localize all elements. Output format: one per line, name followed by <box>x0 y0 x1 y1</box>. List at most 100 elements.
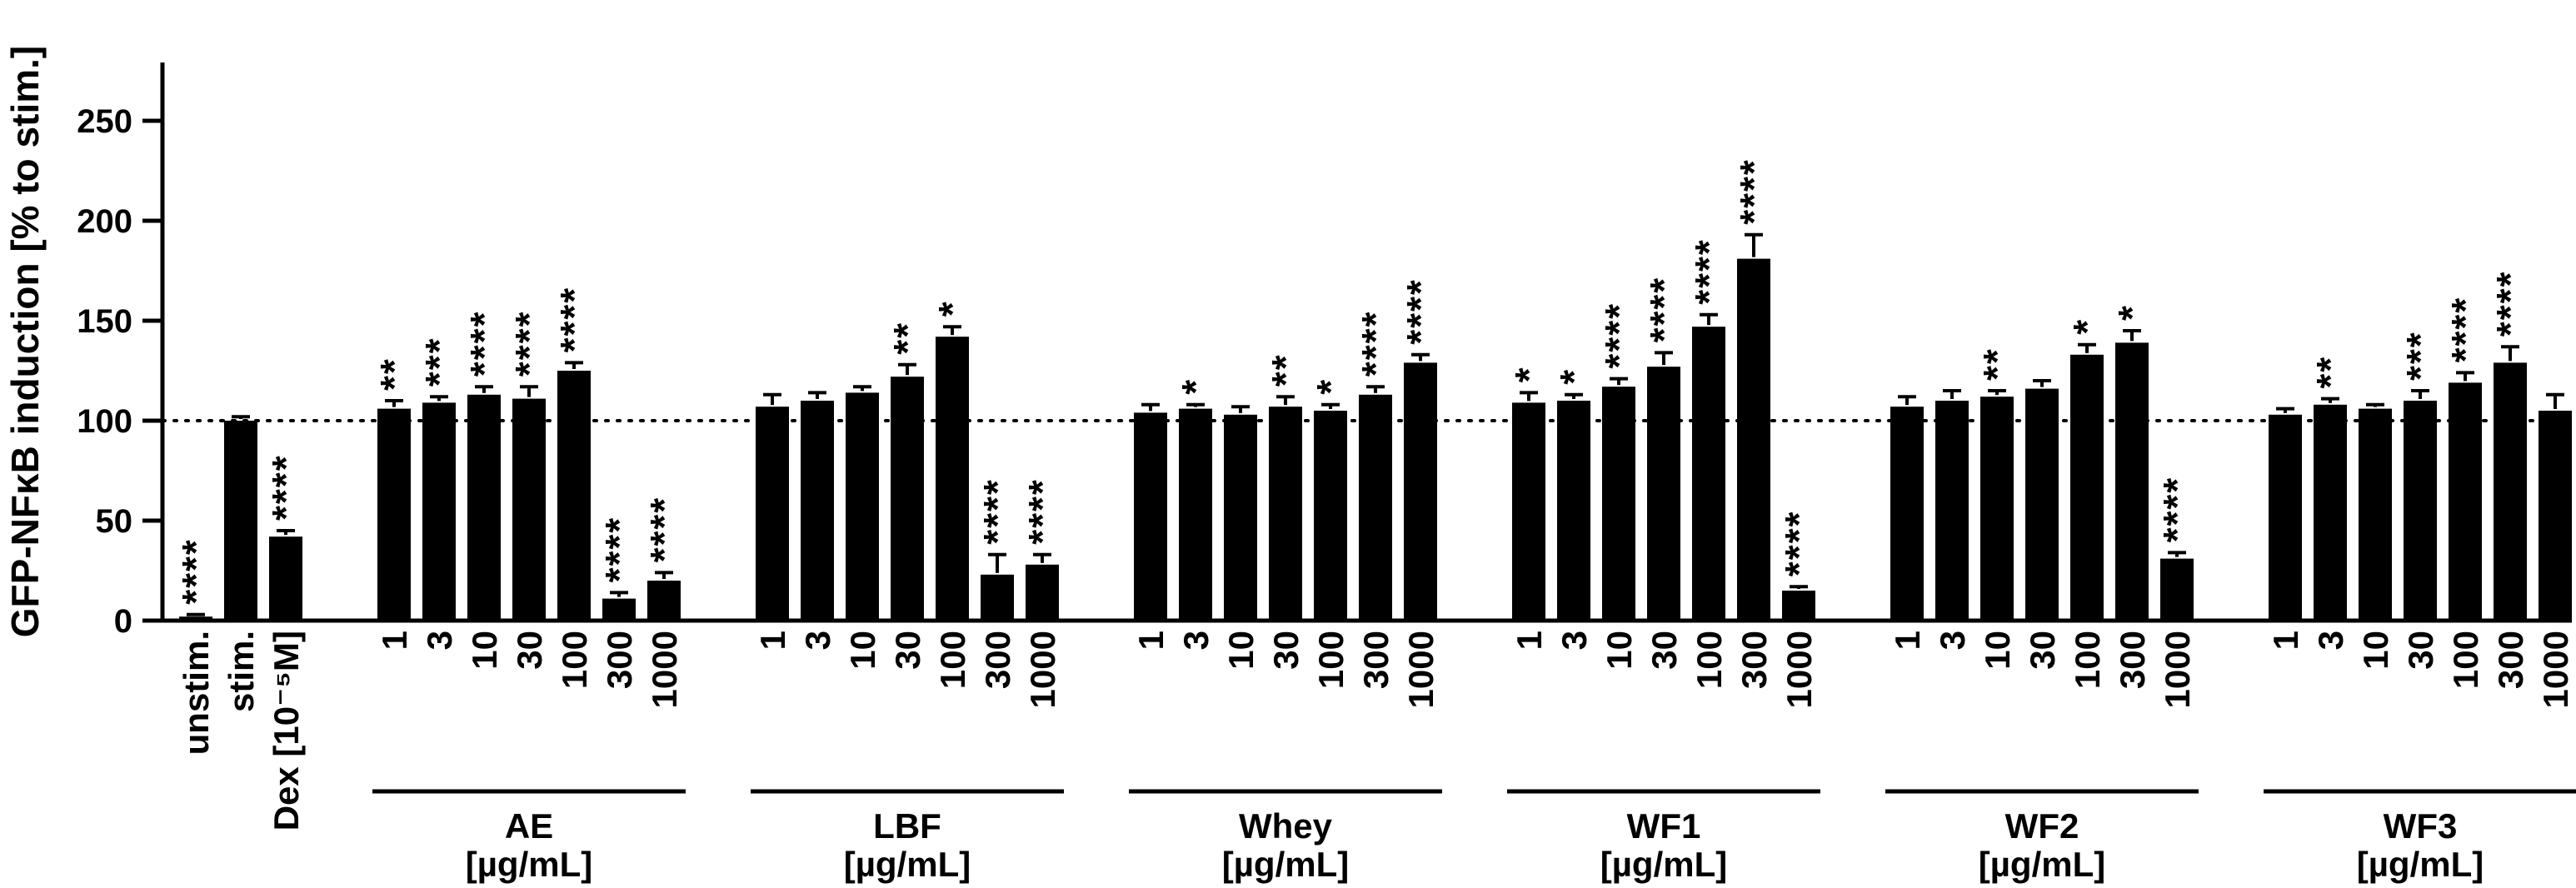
bar-WF1-300 <box>1737 258 1770 621</box>
x-tick-label: 1 <box>1888 631 1927 650</box>
bar-WF2-100 <box>2070 354 2104 621</box>
bar-controls-unstim <box>179 616 212 621</box>
significance-stars: * <box>2110 304 2154 321</box>
group-unit-label: [µg/mL] <box>1979 845 2106 884</box>
x-tick-label: 1 <box>375 631 414 650</box>
bar-Whey-3 <box>1179 408 1212 621</box>
bar-WF1-10 <box>1602 387 1635 621</box>
bar-Whey-1 <box>1134 412 1167 621</box>
group-unit-label: [µg/mL] <box>844 845 971 884</box>
significance-stars: *** <box>417 337 461 387</box>
bar-AE-30 <box>512 398 546 621</box>
significance-stars: **** <box>642 496 686 563</box>
x-tick-label: 1000 <box>1780 631 1819 708</box>
bar-AE-1 <box>377 408 411 621</box>
x-tick-label: 3 <box>1555 631 1594 650</box>
x-tick-label: 10 <box>1221 631 1261 670</box>
x-tick-label: 100 <box>933 631 972 689</box>
significance-stars: * <box>1309 378 1352 395</box>
bar-WF1-30 <box>1647 367 1680 621</box>
bar-LBF-3 <box>801 401 834 621</box>
bar-LBF-300 <box>981 574 1014 621</box>
group-unit-label: [µg/mL] <box>466 845 593 884</box>
bar-WF1-1 <box>1512 402 1545 621</box>
significance-stars: **** <box>1021 478 1064 545</box>
significance-stars: **** <box>1354 311 1397 377</box>
x-tick-label: 30 <box>2023 631 2062 670</box>
significance-stars: **** <box>2444 297 2487 363</box>
significance-stars: ** <box>1975 347 2019 381</box>
y-tick-label: 200 <box>77 203 132 240</box>
group-unit-label: [µg/mL] <box>1600 845 1728 884</box>
bar-controls-Dex10M <box>269 536 302 621</box>
x-tick-label: 1 <box>1131 631 1171 650</box>
y-tick-label: 0 <box>114 603 132 640</box>
significance-stars: **** <box>597 516 641 583</box>
x-tick-label: 300 <box>1735 631 1774 689</box>
significance-stars: **** <box>174 538 217 605</box>
bar-WF1-100 <box>1692 327 1725 621</box>
bar-WF2-1000 <box>2160 558 2194 621</box>
x-tick-label: 3 <box>420 631 459 650</box>
bar-WF3-100 <box>2449 382 2482 621</box>
significance-stars: **** <box>264 454 307 521</box>
x-tick-label: 10 <box>465 631 504 670</box>
bar-Whey-10 <box>1224 414 1257 621</box>
significance-stars: **** <box>976 478 1019 545</box>
bar-AE-10 <box>467 394 501 621</box>
x-tick-label: 3 <box>2311 631 2350 650</box>
bar-WF3-1000 <box>2539 411 2572 621</box>
significance-stars: * <box>931 300 974 317</box>
bar-WF2-10 <box>1980 397 2014 621</box>
x-tick-label: 30 <box>510 631 549 670</box>
bar-Whey-30 <box>1269 407 1302 621</box>
x-tick-label: 300 <box>2491 631 2530 689</box>
bar-Whey-100 <box>1314 411 1347 621</box>
group-label: LBF <box>873 806 941 846</box>
bar-WF3-3 <box>2314 404 2347 621</box>
bar-Whey-300 <box>1359 394 1392 621</box>
group-unit-label: [µg/mL] <box>1222 845 1350 884</box>
bar-LBF-1000 <box>1026 564 1059 621</box>
bar-LBF-10 <box>846 392 879 621</box>
group-label: Whey <box>1239 806 1333 846</box>
x-tick-label: 10 <box>2356 631 2395 670</box>
x-tick-label: 300 <box>978 631 1017 689</box>
x-tick-label: 100 <box>2068 631 2107 689</box>
x-tick-label: 3 <box>1176 631 1216 650</box>
group-label: WF3 <box>2384 806 2458 846</box>
bar-Whey-1000 <box>1404 362 1437 621</box>
x-tick-label: 1000 <box>1023 631 1062 708</box>
significance-stars: **** <box>1642 277 1685 343</box>
significance-stars: **** <box>507 311 551 377</box>
significance-stars: **** <box>1687 238 1730 305</box>
significance-stars: **** <box>1777 511 1820 577</box>
y-axis-title: GFP-NFκB induction [% to stim.] <box>3 46 47 637</box>
y-tick-label: 50 <box>96 503 133 540</box>
x-tick-label: 30 <box>2401 631 2440 670</box>
significance-stars: **** <box>1732 158 1775 225</box>
bar-AE-3 <box>422 402 456 621</box>
significance-stars: ** <box>2309 356 2352 389</box>
bar-WF2-30 <box>2025 388 2059 621</box>
bar-WF2-1 <box>1890 407 1924 621</box>
x-tick-label: 100 <box>555 631 594 689</box>
x-tick-label: 1 <box>2266 631 2305 650</box>
bar-WF3-10 <box>2359 408 2392 621</box>
bar-LBF-30 <box>891 377 924 621</box>
group-unit-label: [µg/mL] <box>2357 845 2484 884</box>
x-tick-label: 300 <box>1356 631 1395 689</box>
bar-AE-100 <box>557 371 591 621</box>
bar-AE-300 <box>602 598 636 621</box>
x-tick-label: 10 <box>843 631 882 670</box>
significance-stars: * <box>1174 378 1217 395</box>
x-tick-label: 1000 <box>2536 631 2575 708</box>
x-tick-label: 30 <box>1645 631 1684 670</box>
bar-WF3-1 <box>2269 414 2302 621</box>
x-tick-label: unstim. <box>177 631 216 755</box>
significance-stars: * <box>1507 366 1550 382</box>
x-tick-label: 100 <box>2446 631 2485 689</box>
significance-stars: **** <box>2489 271 2532 337</box>
x-tick-label: stim. <box>222 631 261 712</box>
